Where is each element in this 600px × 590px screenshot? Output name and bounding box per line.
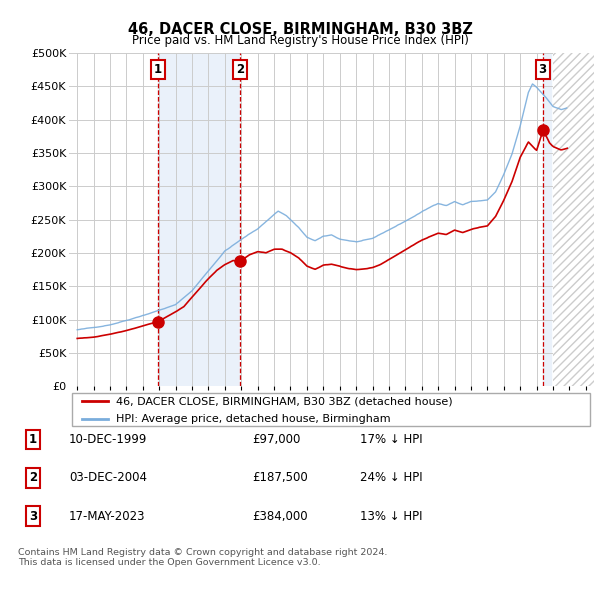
Text: 1: 1 [154, 63, 162, 76]
FancyBboxPatch shape [71, 393, 590, 426]
Text: 17% ↓ HPI: 17% ↓ HPI [360, 433, 422, 446]
Text: 46, DACER CLOSE, BIRMINGHAM, B30 3BZ: 46, DACER CLOSE, BIRMINGHAM, B30 3BZ [128, 22, 472, 37]
Bar [158, 53, 240, 386]
Text: 3: 3 [539, 63, 547, 76]
Text: £97,000: £97,000 [252, 433, 301, 446]
Text: 46, DACER CLOSE, BIRMINGHAM, B30 3BZ (detached house): 46, DACER CLOSE, BIRMINGHAM, B30 3BZ (de… [116, 396, 453, 407]
Text: HPI: Average price, detached house, Birmingham: HPI: Average price, detached house, Birm… [116, 414, 391, 424]
Text: 13% ↓ HPI: 13% ↓ HPI [360, 510, 422, 523]
Text: 2: 2 [236, 63, 244, 76]
Bar [553, 53, 594, 386]
Text: 10-DEC-1999: 10-DEC-1999 [69, 433, 148, 446]
Bar [542, 53, 551, 386]
Text: 2: 2 [29, 471, 37, 484]
Text: £187,500: £187,500 [252, 471, 308, 484]
Text: 17-MAY-2023: 17-MAY-2023 [69, 510, 146, 523]
Text: 3: 3 [29, 510, 37, 523]
Text: 03-DEC-2004: 03-DEC-2004 [69, 471, 147, 484]
Text: Price paid vs. HM Land Registry's House Price Index (HPI): Price paid vs. HM Land Registry's House … [131, 34, 469, 47]
Text: Contains HM Land Registry data © Crown copyright and database right 2024.
This d: Contains HM Land Registry data © Crown c… [18, 548, 388, 567]
Text: 24% ↓ HPI: 24% ↓ HPI [360, 471, 422, 484]
Text: £384,000: £384,000 [252, 510, 308, 523]
Bar [240, 53, 542, 386]
Text: 1: 1 [29, 433, 37, 446]
